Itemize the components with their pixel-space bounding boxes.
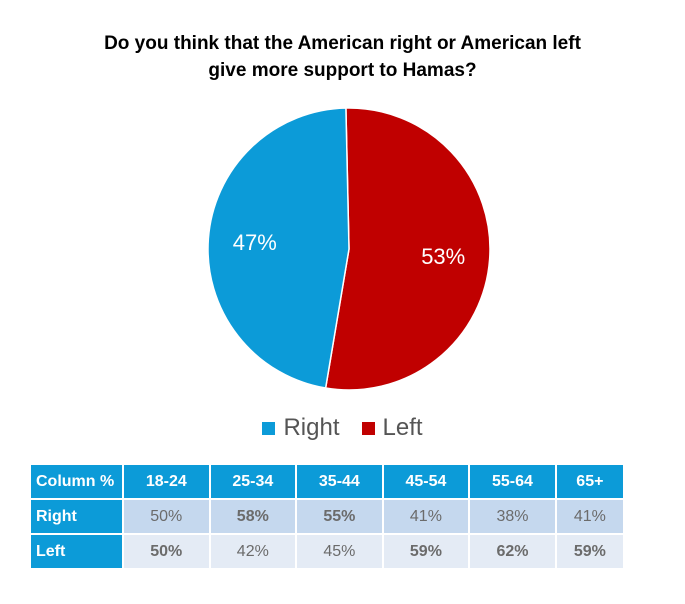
chart-title-line-2: give more support to Hamas? <box>208 60 477 81</box>
table-cell: 50% <box>124 500 209 533</box>
table-cell: 41% <box>556 500 623 533</box>
table-header-cell: 55-64 <box>470 465 555 498</box>
chart-title: Do you think that the American right or … <box>0 30 685 84</box>
table-header-cell: 18-24 <box>124 465 209 498</box>
slice-label-left: 53% <box>421 244 465 269</box>
slice-label-right: 47% <box>233 230 277 255</box>
legend-swatch-left <box>361 421 375 435</box>
table-header-cell: 35-44 <box>297 465 382 498</box>
legend-label-left: Left <box>382 414 423 441</box>
table-header-row: Column % 18-24 25-34 35-44 45-54 55-64 6… <box>31 465 623 498</box>
table-cell: 41% <box>383 500 469 533</box>
table-row-label: Right <box>31 500 122 533</box>
legend-swatch-right <box>262 421 276 435</box>
table-cell: 59% <box>383 535 469 568</box>
table-cell: 45% <box>297 535 382 568</box>
legend-item-left: Left <box>361 414 423 442</box>
table-row-left: Left 50% 42% 45% 59% 62% 59% <box>31 535 623 568</box>
table-header-cell: 65+ <box>556 465 623 498</box>
slice-right <box>207 107 350 389</box>
table-cell: 42% <box>210 535 296 568</box>
table-header-cell: 25-34 <box>210 465 296 498</box>
age-breakdown-table: Column % 18-24 25-34 35-44 45-54 55-64 6… <box>29 463 625 570</box>
table-header-cell: Column % <box>31 465 122 498</box>
table-row-label: Left <box>31 535 122 568</box>
legend-label-right: Right <box>283 414 340 441</box>
table-cell: 58% <box>210 500 296 533</box>
table-cell: 55% <box>297 500 382 533</box>
table-row-right: Right 50% 58% 55% 41% 38% 41% <box>31 500 623 533</box>
table-header-cell: 45-54 <box>383 465 469 498</box>
pie-chart: 47% 53% <box>207 107 491 391</box>
legend: Right Left <box>0 414 685 442</box>
table-cell: 62% <box>470 535 555 568</box>
table-cell: 38% <box>470 500 555 533</box>
chart-title-line-1: Do you think that the American right or … <box>104 33 581 54</box>
legend-item-right: Right <box>262 414 340 442</box>
table-cell: 59% <box>556 535 623 568</box>
slice-left <box>324 107 491 391</box>
table-cell: 50% <box>124 535 209 568</box>
